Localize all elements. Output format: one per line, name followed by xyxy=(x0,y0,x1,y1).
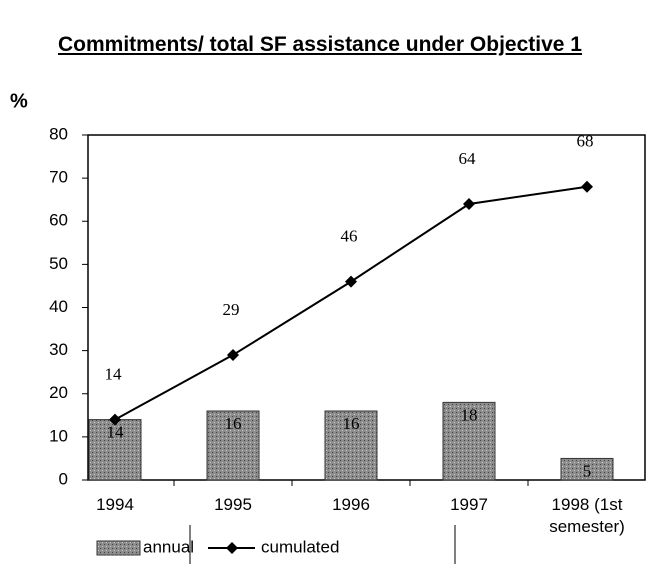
line-value-label: 68 xyxy=(577,132,594,151)
line-value-label: 64 xyxy=(459,149,477,168)
line-marker xyxy=(227,348,239,361)
x-tick-label: 1995 xyxy=(214,495,252,514)
bar-value-label: 14 xyxy=(107,423,125,442)
x-tick-label: 1996 xyxy=(332,495,370,514)
x-tick-label: 1994 xyxy=(96,495,134,514)
line-value-label: 14 xyxy=(105,365,123,384)
legend-swatch xyxy=(226,542,238,554)
line-marker xyxy=(109,413,121,426)
y-tick-label: 70 xyxy=(49,168,68,187)
line-value-label: 29 xyxy=(223,300,240,319)
line-marker xyxy=(581,180,593,193)
bar-value-label: 18 xyxy=(461,405,478,424)
y-tick-label: 0 xyxy=(59,469,68,488)
legend-label: cumulated xyxy=(261,537,339,556)
y-axis-label: % xyxy=(10,90,28,112)
bar-value-label: 5 xyxy=(583,461,592,480)
y-tick-label: 80 xyxy=(49,124,68,143)
y-tick-label: 10 xyxy=(49,426,68,445)
bar-value-label: 16 xyxy=(225,414,242,433)
y-tick-label: 20 xyxy=(49,383,68,402)
y-tick-label: 40 xyxy=(49,297,68,316)
bar xyxy=(206,410,260,481)
line-marker xyxy=(345,275,357,288)
line xyxy=(114,185,588,421)
chart-title: Commitments/ total SF assistance under O… xyxy=(58,33,582,56)
x-tick-label: 1997 xyxy=(450,495,488,514)
y-tick-label: 50 xyxy=(49,254,68,273)
bar xyxy=(324,410,378,481)
line-marker xyxy=(463,198,475,210)
y-tick-label: 60 xyxy=(49,211,68,230)
y-tick-label: 30 xyxy=(49,340,68,359)
bar xyxy=(442,401,496,481)
line-value-label: 46 xyxy=(341,227,358,246)
legend-swatch xyxy=(96,540,141,556)
bar xyxy=(560,457,614,481)
x-tick-label: 1998 (1st semester) xyxy=(549,495,625,536)
bar-value-label: 16 xyxy=(343,414,360,433)
legend-label: annual xyxy=(143,537,194,556)
